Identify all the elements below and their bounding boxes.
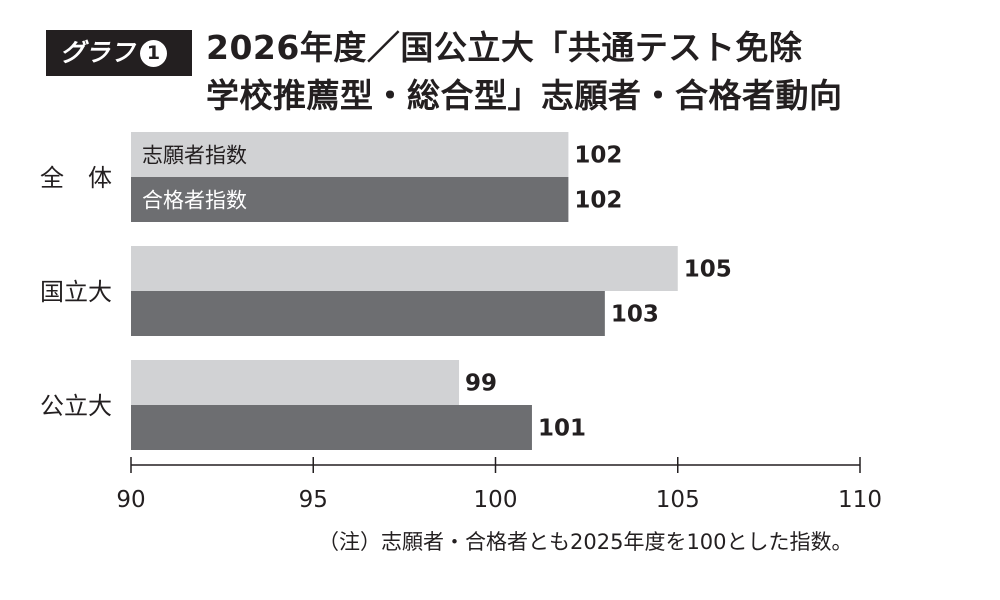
bar-admitted xyxy=(131,291,605,336)
bar-admitted xyxy=(131,177,569,222)
x-tick-label: 95 xyxy=(299,487,328,513)
bar-admitted xyxy=(131,405,532,450)
data-label: 105 xyxy=(684,257,732,283)
x-tick-label: 90 xyxy=(116,487,145,513)
graph-badge-number: 1 xyxy=(140,40,168,67)
data-label: 102 xyxy=(574,143,622,169)
chart-title-line-1: 2026年度／国公立大「共通テスト免除 xyxy=(206,28,803,67)
data-label: 101 xyxy=(538,416,586,442)
x-tick-label: 100 xyxy=(474,487,518,513)
legend-label-in-bar: 合格者指数 xyxy=(142,189,247,213)
data-label: 99 xyxy=(465,371,497,397)
x-tick-label: 105 xyxy=(656,487,700,513)
x-tick-label: 110 xyxy=(838,487,882,513)
category-label: 公立大 xyxy=(40,392,112,420)
category-label: 全 体 xyxy=(40,164,112,192)
category-label: 国立大 xyxy=(40,278,112,306)
bar-applicants xyxy=(131,132,569,177)
chart-title-line-2: 学校推薦型・総合型」志願者・合格者動向 xyxy=(206,76,843,115)
data-label: 102 xyxy=(574,188,622,214)
bar-applicants xyxy=(131,360,460,405)
bar-applicants xyxy=(131,246,678,291)
legend-label-in-bar: 志願者指数 xyxy=(142,144,247,168)
data-label: 103 xyxy=(611,302,659,328)
graph-badge-label: グラフ xyxy=(60,38,136,67)
graph-badge: グラフ 1 xyxy=(46,30,192,76)
chart-footnote: （注）志願者・合格者とも2025年度を100とした指数。 xyxy=(318,530,853,554)
